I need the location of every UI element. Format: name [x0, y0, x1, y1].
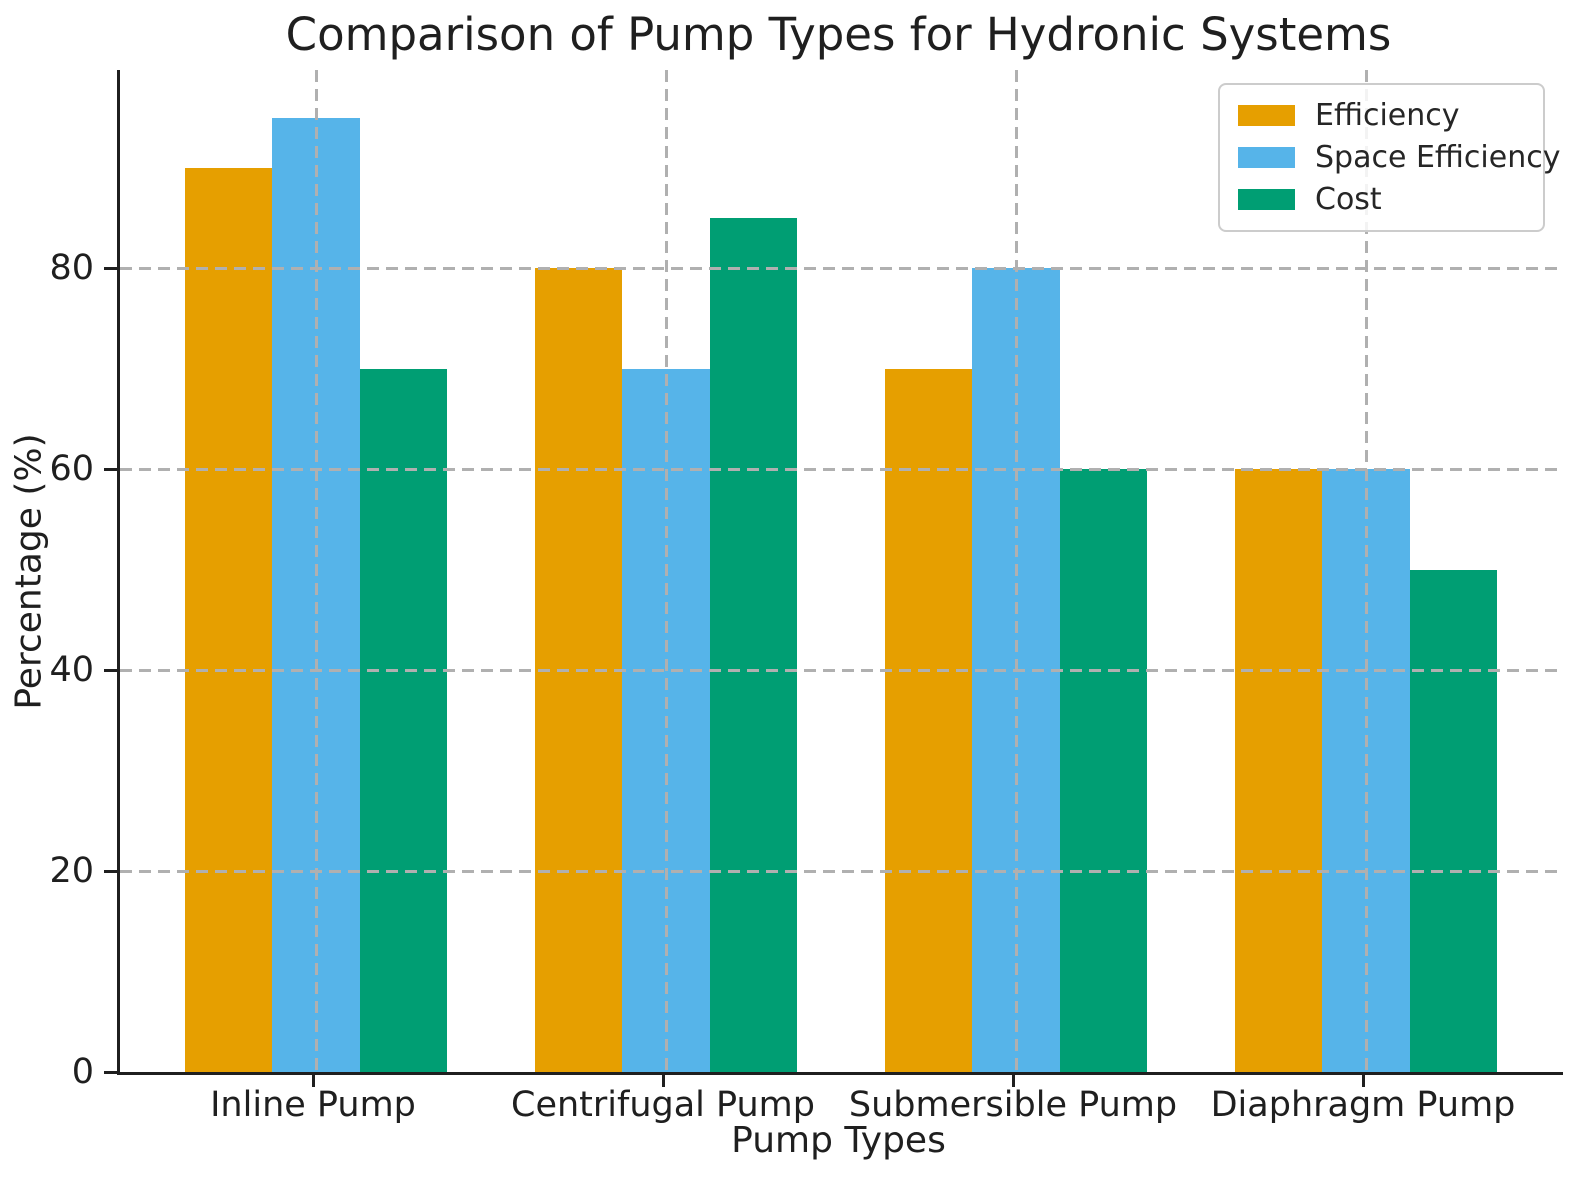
legend-item-label: Space Efficiency [1315, 140, 1561, 175]
v-gridline-centrifugal-pump [664, 70, 668, 1072]
legend-item-efficiency: Efficiency [1238, 98, 1525, 133]
legend-item-label: Efficiency [1315, 98, 1460, 133]
plot-area [117, 70, 1563, 1075]
y-tick-label-60: 60 [49, 449, 94, 490]
x-axis-label: Pump Types [731, 1120, 946, 1161]
v-gridline-submersible-pump [1014, 70, 1018, 1072]
legend: Efficiency Space Efficiency Cost [1218, 83, 1560, 232]
h-gridline-80 [120, 266, 1563, 270]
bar-efficiency-submersible-pump [884, 368, 973, 1072]
y-tick-mark-20 [104, 869, 117, 873]
legend-swatch-efficiency [1238, 105, 1295, 126]
h-gridline-40 [120, 668, 1563, 672]
x-tick-label-submersible-pump: Submersible Pump [848, 1085, 1178, 1125]
chart-title: Comparison of Pump Types for Hydronic Sy… [285, 8, 1392, 61]
y-tick-mark-60 [104, 467, 117, 471]
bar-cost-submersible-pump [1059, 469, 1148, 1072]
x-tick-mark-diaphragm-pump [1361, 1075, 1365, 1087]
v-gridline-inline-pump [314, 70, 318, 1072]
bar-efficiency-inline-pump [184, 167, 273, 1072]
x-tick-mark-submersible-pump [1011, 1075, 1015, 1087]
legend-item-label: Cost [1315, 182, 1382, 217]
y-tick-mark-0 [104, 1070, 117, 1074]
bar-efficiency-diaphragm-pump [1234, 469, 1323, 1072]
y-tick-label-0: 0 [71, 1052, 94, 1092]
x-tick-label-inline-pump: Inline Pump [210, 1085, 416, 1125]
y-tick-label-40: 40 [49, 650, 94, 691]
x-tick-label-diaphragm-pump: Diaphragm Pump [1210, 1085, 1516, 1125]
v-gridline-diaphragm-pump [1364, 70, 1368, 1072]
y-tick-mark-80 [104, 266, 117, 270]
legend-item-cost: Cost [1238, 182, 1525, 217]
y-tick-mark-40 [104, 668, 117, 672]
bar-cost-diaphragm-pump [1409, 569, 1498, 1072]
y-axis-label-wrap: Percentage (%) [0, 70, 64, 1072]
h-gridline-20 [120, 869, 1563, 873]
x-tick-label-centrifugal-pump: Centrifugal Pump [511, 1085, 815, 1125]
y-tick-label-80: 80 [49, 248, 94, 289]
legend-swatch-space-efficiency [1238, 147, 1295, 168]
legend-item-space-efficiency: Space Efficiency [1238, 140, 1560, 175]
y-tick-label-20: 20 [49, 851, 94, 892]
x-tick-mark-inline-pump [311, 1075, 315, 1087]
bar-cost-centrifugal-pump [709, 218, 798, 1072]
bar-cost-inline-pump [359, 368, 448, 1072]
legend-swatch-cost [1238, 189, 1295, 210]
h-gridline-60 [120, 467, 1563, 471]
x-tick-mark-centrifugal-pump [661, 1075, 665, 1087]
